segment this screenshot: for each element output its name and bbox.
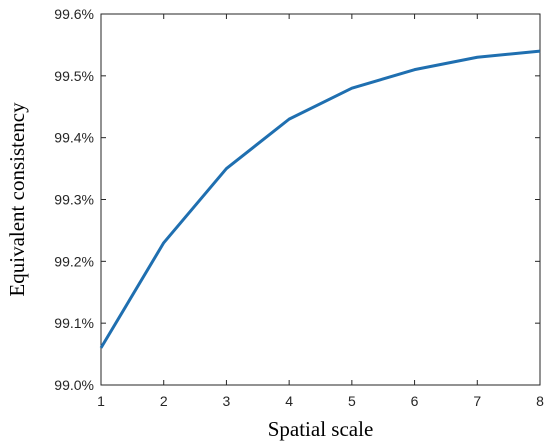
y-tick-labels: 99.0% 99.1% 99.2% 99.3% 99.4% 99.5% 99.6% (54, 6, 94, 393)
x-tick-label: 2 (160, 393, 168, 409)
y-tick-label: 99.5% (54, 68, 94, 84)
x-tick-label: 5 (348, 393, 356, 409)
x-tick-label: 6 (411, 393, 419, 409)
x-tick-label: 7 (473, 393, 481, 409)
y-tick-label: 99.6% (54, 6, 94, 22)
x-axis-title: Spatial scale (268, 417, 374, 441)
series-line-0 (99, 49, 541, 349)
y-tick-label: 99.1% (54, 315, 94, 331)
x-tick-label: 1 (97, 393, 105, 409)
x-tick-label: 8 (536, 393, 544, 409)
x-tick-label: 3 (223, 393, 231, 409)
y-axis-title: Equivalent consistency (5, 102, 29, 297)
y-tick-label: 99.2% (54, 253, 94, 269)
y-tick-label: 99.4% (54, 130, 94, 146)
x-tick-label: 4 (285, 393, 293, 409)
plot-area (100, 13, 541, 386)
y-tick-label: 99.0% (54, 377, 94, 393)
y-tick-label: 99.3% (54, 192, 94, 208)
axis-ticks (100, 13, 541, 386)
x-tick-labels: 1 2 3 4 5 6 7 8 (97, 393, 544, 409)
series-group (99, 49, 541, 349)
